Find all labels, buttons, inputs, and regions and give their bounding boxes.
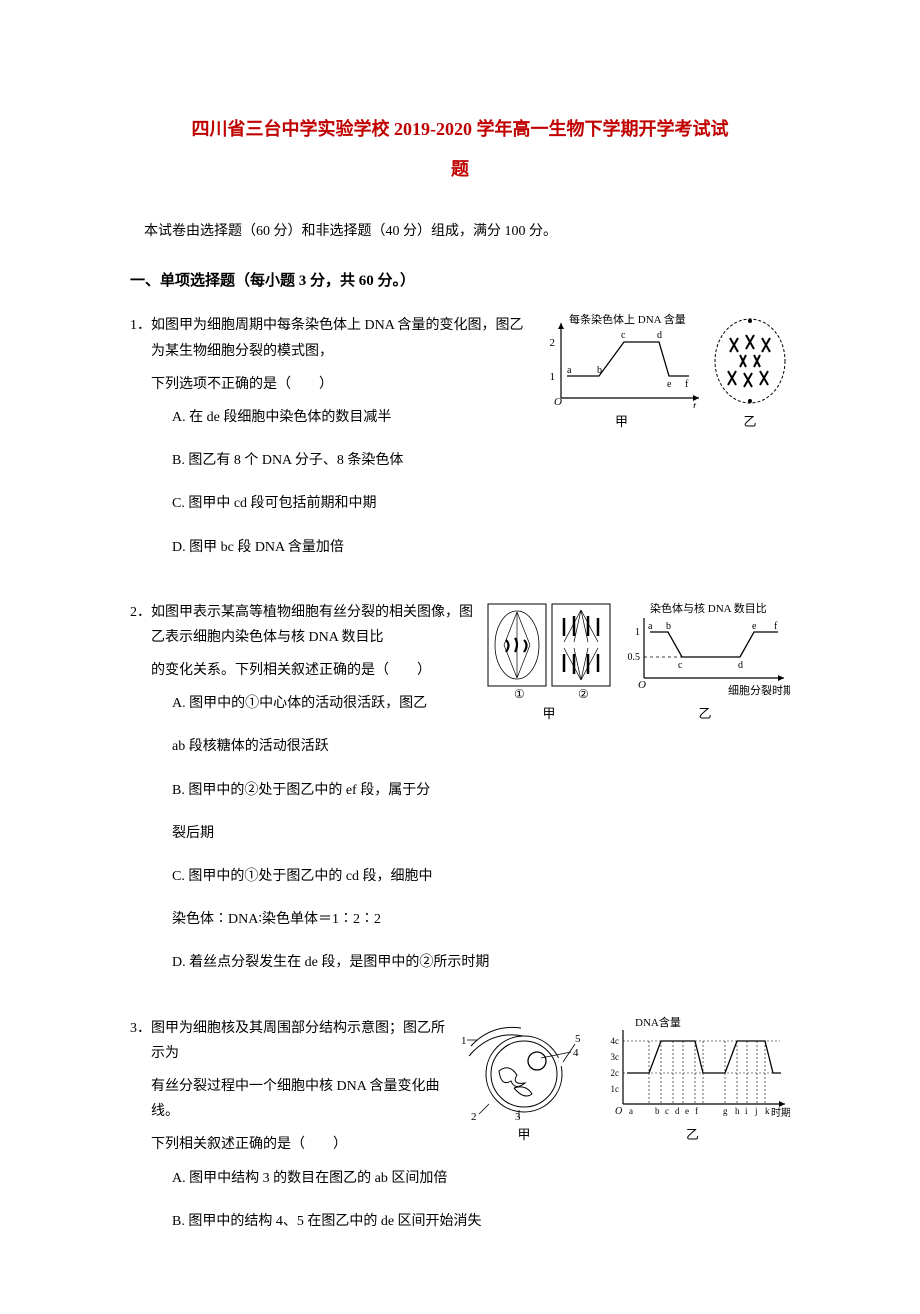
- q2-option-c1: C. 图甲中的①处于图乙中的 cd 段，细胞中: [130, 864, 790, 889]
- q2-option-c2: 染色体∶DNA∶染色单体＝1∶2∶2: [130, 907, 790, 932]
- doc-title-line2: 题: [130, 150, 790, 190]
- svg-text:k: k: [765, 1106, 770, 1116]
- q1-figure-yi: 乙: [710, 313, 790, 433]
- q2-jia-label: 甲: [542, 702, 555, 725]
- svg-text:d: d: [738, 660, 743, 671]
- svg-text:b: b: [655, 1106, 660, 1116]
- svg-text:i: i: [745, 1106, 748, 1116]
- exam-intro: 本试卷由选择题（60 分）和非选择题（40 分）组成，满分 100 分。: [130, 219, 790, 244]
- q3-chart-yi-svg: DNA含量 1c 2c 3c 4c: [595, 1016, 790, 1121]
- svg-text:e: e: [752, 621, 757, 632]
- svg-text:5: 5: [575, 1033, 581, 1045]
- q3-option-a: A. 图甲中结构 3 的数目在图乙的 ab 区间加倍: [130, 1166, 790, 1191]
- svg-text:b: b: [666, 621, 671, 632]
- q3-nucleus-svg: 1 2 3 4 5: [459, 1016, 589, 1121]
- svg-text:a: a: [567, 365, 572, 376]
- q2-option-b2: 裂后期: [130, 821, 790, 846]
- q2-cells-svg: ① ②: [484, 600, 614, 700]
- svg-text:f: f: [695, 1106, 698, 1116]
- q2-option-d: D. 着丝点分裂发生在 de 段，是图甲中的②所示时期: [130, 950, 790, 975]
- question-2: ① ② 甲 染色体与核 DNA 数目比 1 0.5 a b: [130, 600, 790, 994]
- svg-text:j: j: [754, 1106, 758, 1116]
- q2-sub1: ①: [514, 687, 525, 700]
- q3-figures: 1 2 3 4 5 甲 DNA含量 1c 2c 3c: [459, 1016, 790, 1146]
- svg-text:t: t: [693, 400, 697, 408]
- svg-text:1: 1: [461, 1035, 467, 1047]
- question-1: 1 2 a b c d e f O t 每条染色体上 DNA 含量 甲: [130, 313, 790, 577]
- svg-text:1: 1: [635, 627, 640, 638]
- svg-text:2: 2: [550, 337, 556, 349]
- svg-text:4: 4: [573, 1047, 579, 1059]
- q2-yi-xlabel: 细胞分裂时期: [728, 684, 790, 697]
- q2-figure-jia: ① ② 甲: [484, 600, 614, 725]
- doc-title-line1: 四川省三台中学实验学校 2019-2020 学年高一生物下学期开学考试试: [130, 110, 790, 150]
- q3-yi-ylabel: DNA含量: [635, 1016, 681, 1029]
- svg-text:f: f: [685, 379, 689, 390]
- q3-yi-label: 乙: [686, 1123, 699, 1146]
- svg-text:4c: 4c: [611, 1036, 620, 1046]
- svg-text:a: a: [629, 1106, 633, 1116]
- q1-option-c: C. 图甲中 cd 段可包括前期和中期: [130, 491, 790, 516]
- q2-yi-origin: O: [638, 679, 646, 691]
- svg-text:d: d: [675, 1106, 680, 1116]
- q1-option-b: B. 图乙有 8 个 DNA 分子、8 条染色体: [130, 448, 790, 473]
- q1-cell-yi-svg: [710, 313, 790, 408]
- q2-sub2: ②: [578, 687, 589, 700]
- svg-text:2c: 2c: [611, 1068, 620, 1078]
- q3-yi-xlabel: 时期: [771, 1107, 790, 1119]
- q3-figure-yi: DNA含量 1c 2c 3c 4c: [595, 1016, 790, 1146]
- q3-jia-label: 甲: [517, 1123, 530, 1146]
- q2-yi-label: 乙: [698, 702, 711, 725]
- q1-yi-label: 乙: [743, 410, 756, 433]
- svg-text:e: e: [685, 1106, 689, 1116]
- q3-option-b: B. 图甲中的结构 4、5 在图乙中的 de 区间开始消失: [130, 1209, 790, 1234]
- svg-text:c: c: [678, 660, 683, 671]
- svg-text:1c: 1c: [611, 1084, 620, 1094]
- svg-text:a: a: [648, 621, 653, 632]
- svg-text:3c: 3c: [611, 1052, 620, 1062]
- svg-text:2: 2: [471, 1111, 477, 1121]
- svg-text:c: c: [621, 330, 626, 341]
- svg-text:3: 3: [515, 1111, 521, 1121]
- q1-option-d: D. 图甲 bc 段 DNA 含量加倍: [130, 535, 790, 560]
- q1-figure-jia: 1 2 a b c d e f O t 每条染色体上 DNA 含量 甲: [539, 313, 704, 433]
- svg-text:b: b: [597, 365, 602, 376]
- svg-text:O: O: [554, 396, 562, 408]
- svg-text:1: 1: [550, 371, 556, 383]
- q3-figure-jia: 1 2 3 4 5 甲: [459, 1016, 589, 1146]
- svg-text:0.5: 0.5: [628, 652, 641, 663]
- q1-chart-jia-svg: 1 2 a b c d e f O t 每条染色体上 DNA 含量: [539, 313, 704, 408]
- question-3: 1 2 3 4 5 甲 DNA含量 1c 2c 3c: [130, 1016, 790, 1252]
- svg-text:c: c: [665, 1106, 669, 1116]
- q1-figures: 1 2 a b c d e f O t 每条染色体上 DNA 含量 甲: [539, 313, 790, 433]
- q3-yi-origin: O: [615, 1106, 622, 1117]
- svg-text:e: e: [667, 379, 672, 390]
- q2-yi-ylabel: 染色体与核 DNA 数目比: [650, 601, 767, 615]
- svg-text:d: d: [657, 330, 662, 341]
- q2-figure-yi: 染色体与核 DNA 数目比 1 0.5 a b c d e f O: [620, 600, 790, 725]
- q1-jia-label: 甲: [615, 410, 628, 433]
- q2-option-a2: ab 段核糖体的活动很活跃: [130, 734, 790, 759]
- q2-option-b1: B. 图甲中的②处于图乙中的 ef 段，属于分: [130, 778, 790, 803]
- svg-text:h: h: [735, 1106, 740, 1116]
- q2-chart-yi-svg: 染色体与核 DNA 数目比 1 0.5 a b c d e f O: [620, 600, 790, 700]
- q2-figures: ① ② 甲 染色体与核 DNA 数目比 1 0.5 a b: [484, 600, 790, 725]
- q1-jia-ylabel: 每条染色体上 DNA 含量: [569, 313, 686, 326]
- section-1-header: 一、单项选择题（每小题 3 分，共 60 分。）: [130, 268, 790, 295]
- svg-text:g: g: [723, 1106, 728, 1116]
- svg-text:f: f: [774, 621, 778, 632]
